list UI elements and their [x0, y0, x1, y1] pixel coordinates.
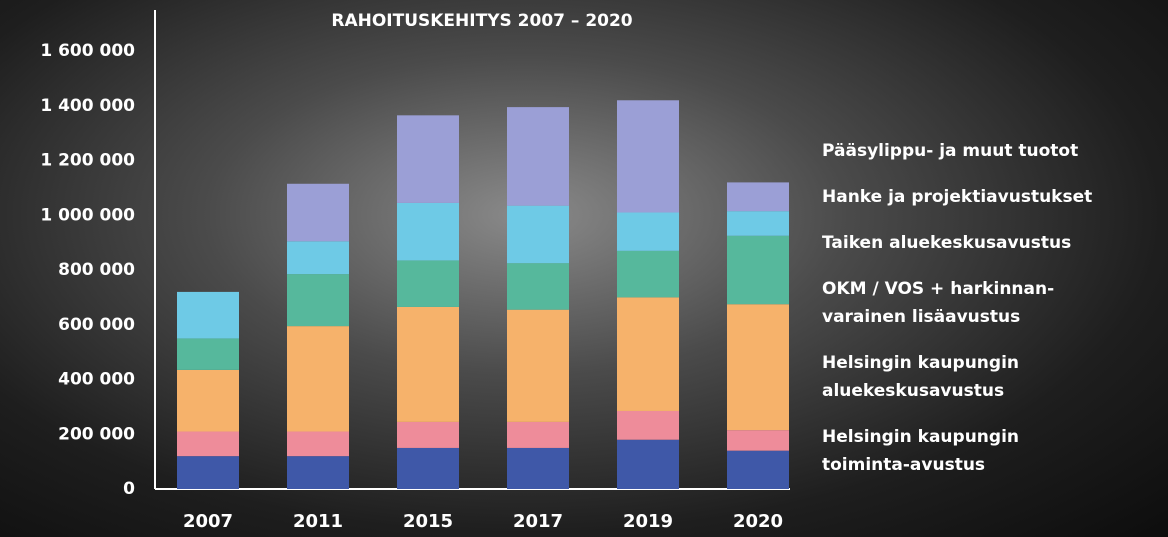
bar-segment — [617, 411, 679, 440]
bar-segment — [507, 263, 569, 310]
bar-segment — [287, 184, 349, 241]
bar-segment — [177, 338, 239, 369]
bar-segment — [727, 430, 789, 451]
bar-segment — [617, 213, 679, 251]
bar-segment — [397, 448, 459, 489]
legend-entry: Pääsylippu- ja muut tuotot — [822, 137, 1092, 165]
bar-segment — [727, 211, 789, 236]
x-tick-label: 2019 — [623, 511, 673, 532]
y-tick-label: 800 000 — [58, 260, 135, 280]
bar-segment — [507, 107, 569, 206]
bar-segment — [287, 326, 349, 431]
y-tick-label: 1 000 000 — [40, 205, 135, 225]
bar-segment — [397, 307, 459, 422]
bar-segment — [397, 260, 459, 307]
bar-segment — [397, 115, 459, 203]
bar-segment — [177, 456, 239, 489]
bar-segment — [177, 432, 239, 457]
bar-segment — [727, 236, 789, 304]
legend-entry: OKM / VOS + harkinnan- varainen lisäavus… — [822, 275, 1092, 331]
y-tick-label: 1 600 000 — [40, 41, 135, 61]
y-tick-label: 1 400 000 — [40, 96, 135, 116]
chart-title: RAHOITUSKEHITYS 2007 – 2020 — [331, 11, 632, 31]
x-tick-label: 2007 — [183, 511, 233, 532]
bar-segment — [727, 182, 789, 211]
bar-segment — [727, 304, 789, 430]
bar-segment — [617, 251, 679, 298]
x-tick-label: 2017 — [513, 511, 563, 532]
bar-segment — [727, 451, 789, 489]
y-tick-label: 400 000 — [58, 370, 135, 390]
bar-segment — [287, 241, 349, 274]
x-tick-label: 2015 — [403, 511, 453, 532]
bar-segment — [287, 274, 349, 326]
bar-segment — [507, 206, 569, 263]
legend-entry: Taiken aluekeskusavustus — [822, 229, 1092, 257]
x-tick-label: 2011 — [293, 511, 343, 532]
y-tick-label: 200 000 — [58, 424, 135, 444]
x-tick-label: 2020 — [733, 511, 783, 532]
bar-segment — [617, 100, 679, 212]
legend: Pääsylippu- ja muut tuotot Hanke ja proje… — [822, 137, 1092, 479]
bar-segment — [397, 422, 459, 448]
legend-entry: Helsingin kaupungin aluekeskusavustus — [822, 349, 1092, 405]
bar-segment — [287, 432, 349, 457]
y-tick-label: 600 000 — [58, 315, 135, 335]
legend-entry: Hanke ja projektiavustukset — [822, 183, 1092, 211]
bar-segment — [617, 297, 679, 411]
page: RAHOITUSKEHITYS 2007 – 2020 0 200 000 400 … — [0, 0, 1168, 537]
y-tick-label: 0 — [123, 479, 135, 499]
bar-segment — [507, 310, 569, 422]
bar-segment — [397, 203, 459, 260]
bar-segment — [507, 448, 569, 489]
bar-segment — [287, 456, 349, 489]
y-tick-label: 1 200 000 — [40, 151, 135, 171]
legend-entry: Helsingin kaupungin toiminta-avustus — [822, 423, 1092, 479]
bar-segment — [507, 422, 569, 448]
bar-segment — [617, 440, 679, 489]
bar-segment — [177, 292, 239, 339]
bar-segment — [177, 370, 239, 432]
